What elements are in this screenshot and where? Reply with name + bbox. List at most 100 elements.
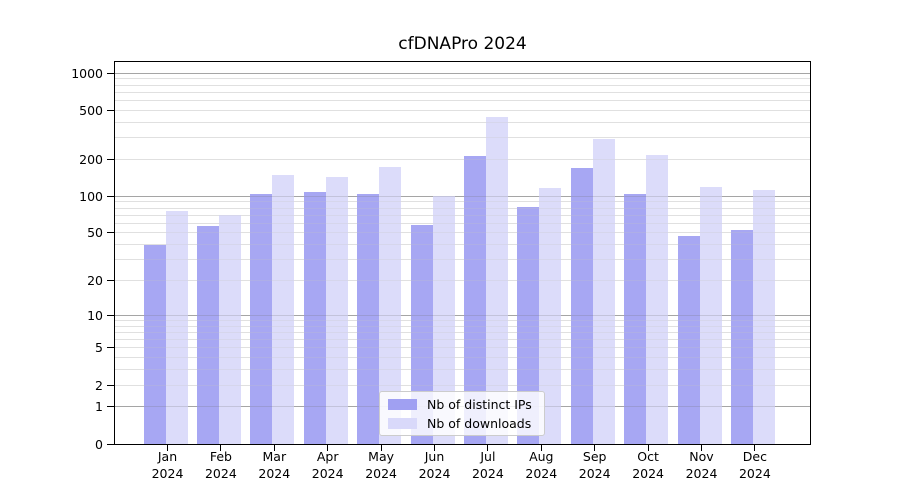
x-tick-label-apr: Apr 2024 bbox=[311, 449, 344, 481]
minor-gridline-overlay bbox=[115, 347, 810, 349]
y-tick-label-20: 20 bbox=[87, 273, 103, 289]
minor-gridline-overlay bbox=[115, 232, 810, 234]
minor-gridline bbox=[115, 347, 810, 349]
minor-gridline-overlay bbox=[115, 84, 810, 86]
minor-gridline-overlay bbox=[115, 201, 810, 203]
x-tick-label-dec: Dec 2024 bbox=[738, 449, 771, 481]
bar-downloads-apr bbox=[325, 176, 348, 444]
x-tick-mark bbox=[647, 445, 649, 451]
minor-gridline bbox=[115, 384, 810, 386]
y-tick-mark bbox=[107, 195, 114, 197]
minor-gridline-overlay bbox=[115, 158, 810, 160]
legend: Nb of distinct IPs Nb of downloads bbox=[379, 391, 545, 436]
x-tick-label-jun: Jun 2024 bbox=[418, 449, 451, 481]
bar-downloads-nov bbox=[699, 187, 722, 444]
x-tick-label-nov: Nov 2024 bbox=[685, 449, 718, 481]
minor-gridline bbox=[115, 319, 810, 321]
major-gridline bbox=[115, 72, 810, 74]
y-tick-label-1: 1 bbox=[95, 399, 103, 415]
minor-gridline-overlay bbox=[115, 222, 810, 224]
bar-distinct-ips-dec bbox=[730, 229, 753, 444]
major-gridline-overlay bbox=[115, 314, 810, 316]
x-tick-mark bbox=[167, 445, 168, 451]
bar-distinct-ips-jan bbox=[143, 244, 166, 444]
y-tick-mark bbox=[107, 314, 114, 316]
x-tick-mark bbox=[434, 445, 435, 451]
y-tick-label-100: 100 bbox=[79, 188, 103, 204]
minor-gridline-overlay bbox=[115, 319, 810, 321]
y-tick-label-2: 2 bbox=[95, 377, 103, 393]
y-tick-label-1000: 1000 bbox=[71, 65, 103, 81]
minor-gridline bbox=[115, 280, 810, 282]
minor-gridline bbox=[115, 331, 810, 333]
x-tick-label-sep: Sep 2024 bbox=[578, 449, 611, 481]
minor-gridline bbox=[115, 222, 810, 224]
y-tick-mark bbox=[107, 280, 114, 282]
x-tick-mark bbox=[540, 445, 542, 451]
y-tick-mark bbox=[107, 443, 114, 445]
minor-gridline-overlay bbox=[115, 280, 810, 282]
y-tick-mark bbox=[107, 406, 114, 408]
bar-distinct-ips-jun bbox=[410, 225, 433, 444]
minor-gridline bbox=[115, 207, 810, 209]
bar-distinct-ips-may bbox=[357, 193, 380, 444]
minor-gridline bbox=[115, 214, 810, 216]
minor-gridline-overlay bbox=[115, 214, 810, 216]
x-tick-mark bbox=[594, 445, 596, 451]
x-tick-label-may: May 2024 bbox=[365, 449, 397, 481]
y-tick-label-10: 10 bbox=[87, 307, 103, 323]
y-tick-mark bbox=[107, 72, 114, 74]
legend-item-distinct-ips: Nb of distinct IPs bbox=[388, 396, 544, 412]
legend-label-downloads: Nb of downloads bbox=[427, 415, 532, 431]
minor-gridline bbox=[115, 369, 810, 371]
x-tick-label-oct: Oct 2024 bbox=[632, 449, 664, 481]
legend-swatch-distinct-ips bbox=[388, 398, 417, 410]
legend-item-downloads: Nb of downloads bbox=[388, 415, 544, 431]
y-tick-label-50: 50 bbox=[87, 225, 103, 241]
x-tick-label-jan: Jan 2024 bbox=[151, 449, 184, 481]
y-tick-label-5: 5 bbox=[95, 340, 103, 356]
minor-gridline-overlay bbox=[115, 91, 810, 93]
minor-gridline-overlay bbox=[115, 78, 810, 80]
minor-gridline bbox=[115, 158, 810, 160]
minor-gridline-overlay bbox=[115, 259, 810, 261]
minor-gridline bbox=[115, 109, 810, 111]
x-tick-mark bbox=[273, 445, 275, 451]
minor-gridline-overlay bbox=[115, 384, 810, 386]
bar-downloads-aug bbox=[539, 187, 562, 444]
minor-gridline bbox=[115, 339, 810, 341]
minor-gridline bbox=[115, 201, 810, 203]
legend-label-distinct-ips: Nb of distinct IPs bbox=[427, 396, 532, 412]
chart-title: cfDNAPro 2024 bbox=[398, 34, 527, 54]
bar-distinct-ips-nov bbox=[677, 236, 700, 444]
y-tick-mark bbox=[107, 109, 114, 111]
bar-distinct-ips-aug bbox=[517, 206, 540, 444]
major-gridline bbox=[115, 195, 810, 197]
bar-distinct-ips-mar bbox=[250, 193, 273, 444]
y-tick-label-500: 500 bbox=[79, 102, 103, 118]
major-gridline bbox=[115, 314, 810, 316]
bar-downloads-feb bbox=[218, 215, 241, 444]
bar-downloads-jul bbox=[485, 117, 508, 444]
bar-downloads-dec bbox=[752, 190, 775, 444]
minor-gridline-overlay bbox=[115, 339, 810, 341]
minor-gridline bbox=[115, 91, 810, 93]
minor-gridline-overlay bbox=[115, 331, 810, 333]
bar-distinct-ips-oct bbox=[624, 193, 647, 444]
major-gridline-overlay bbox=[115, 195, 810, 197]
bar-downloads-may bbox=[379, 167, 402, 444]
minor-gridline-overlay bbox=[115, 369, 810, 371]
y-tick-mark bbox=[107, 232, 114, 234]
minor-gridline-overlay bbox=[115, 207, 810, 209]
x-tick-mark bbox=[701, 445, 702, 451]
x-tick-mark bbox=[380, 445, 382, 451]
bar-distinct-ips-apr bbox=[303, 192, 326, 444]
minor-gridline-overlay bbox=[115, 109, 810, 111]
plot-area bbox=[114, 61, 811, 445]
bar-downloads-sep bbox=[592, 138, 615, 444]
minor-gridline bbox=[115, 259, 810, 261]
minor-gridline bbox=[115, 84, 810, 86]
bar-distinct-ips-jul bbox=[463, 156, 486, 444]
x-tick-mark bbox=[220, 445, 222, 451]
